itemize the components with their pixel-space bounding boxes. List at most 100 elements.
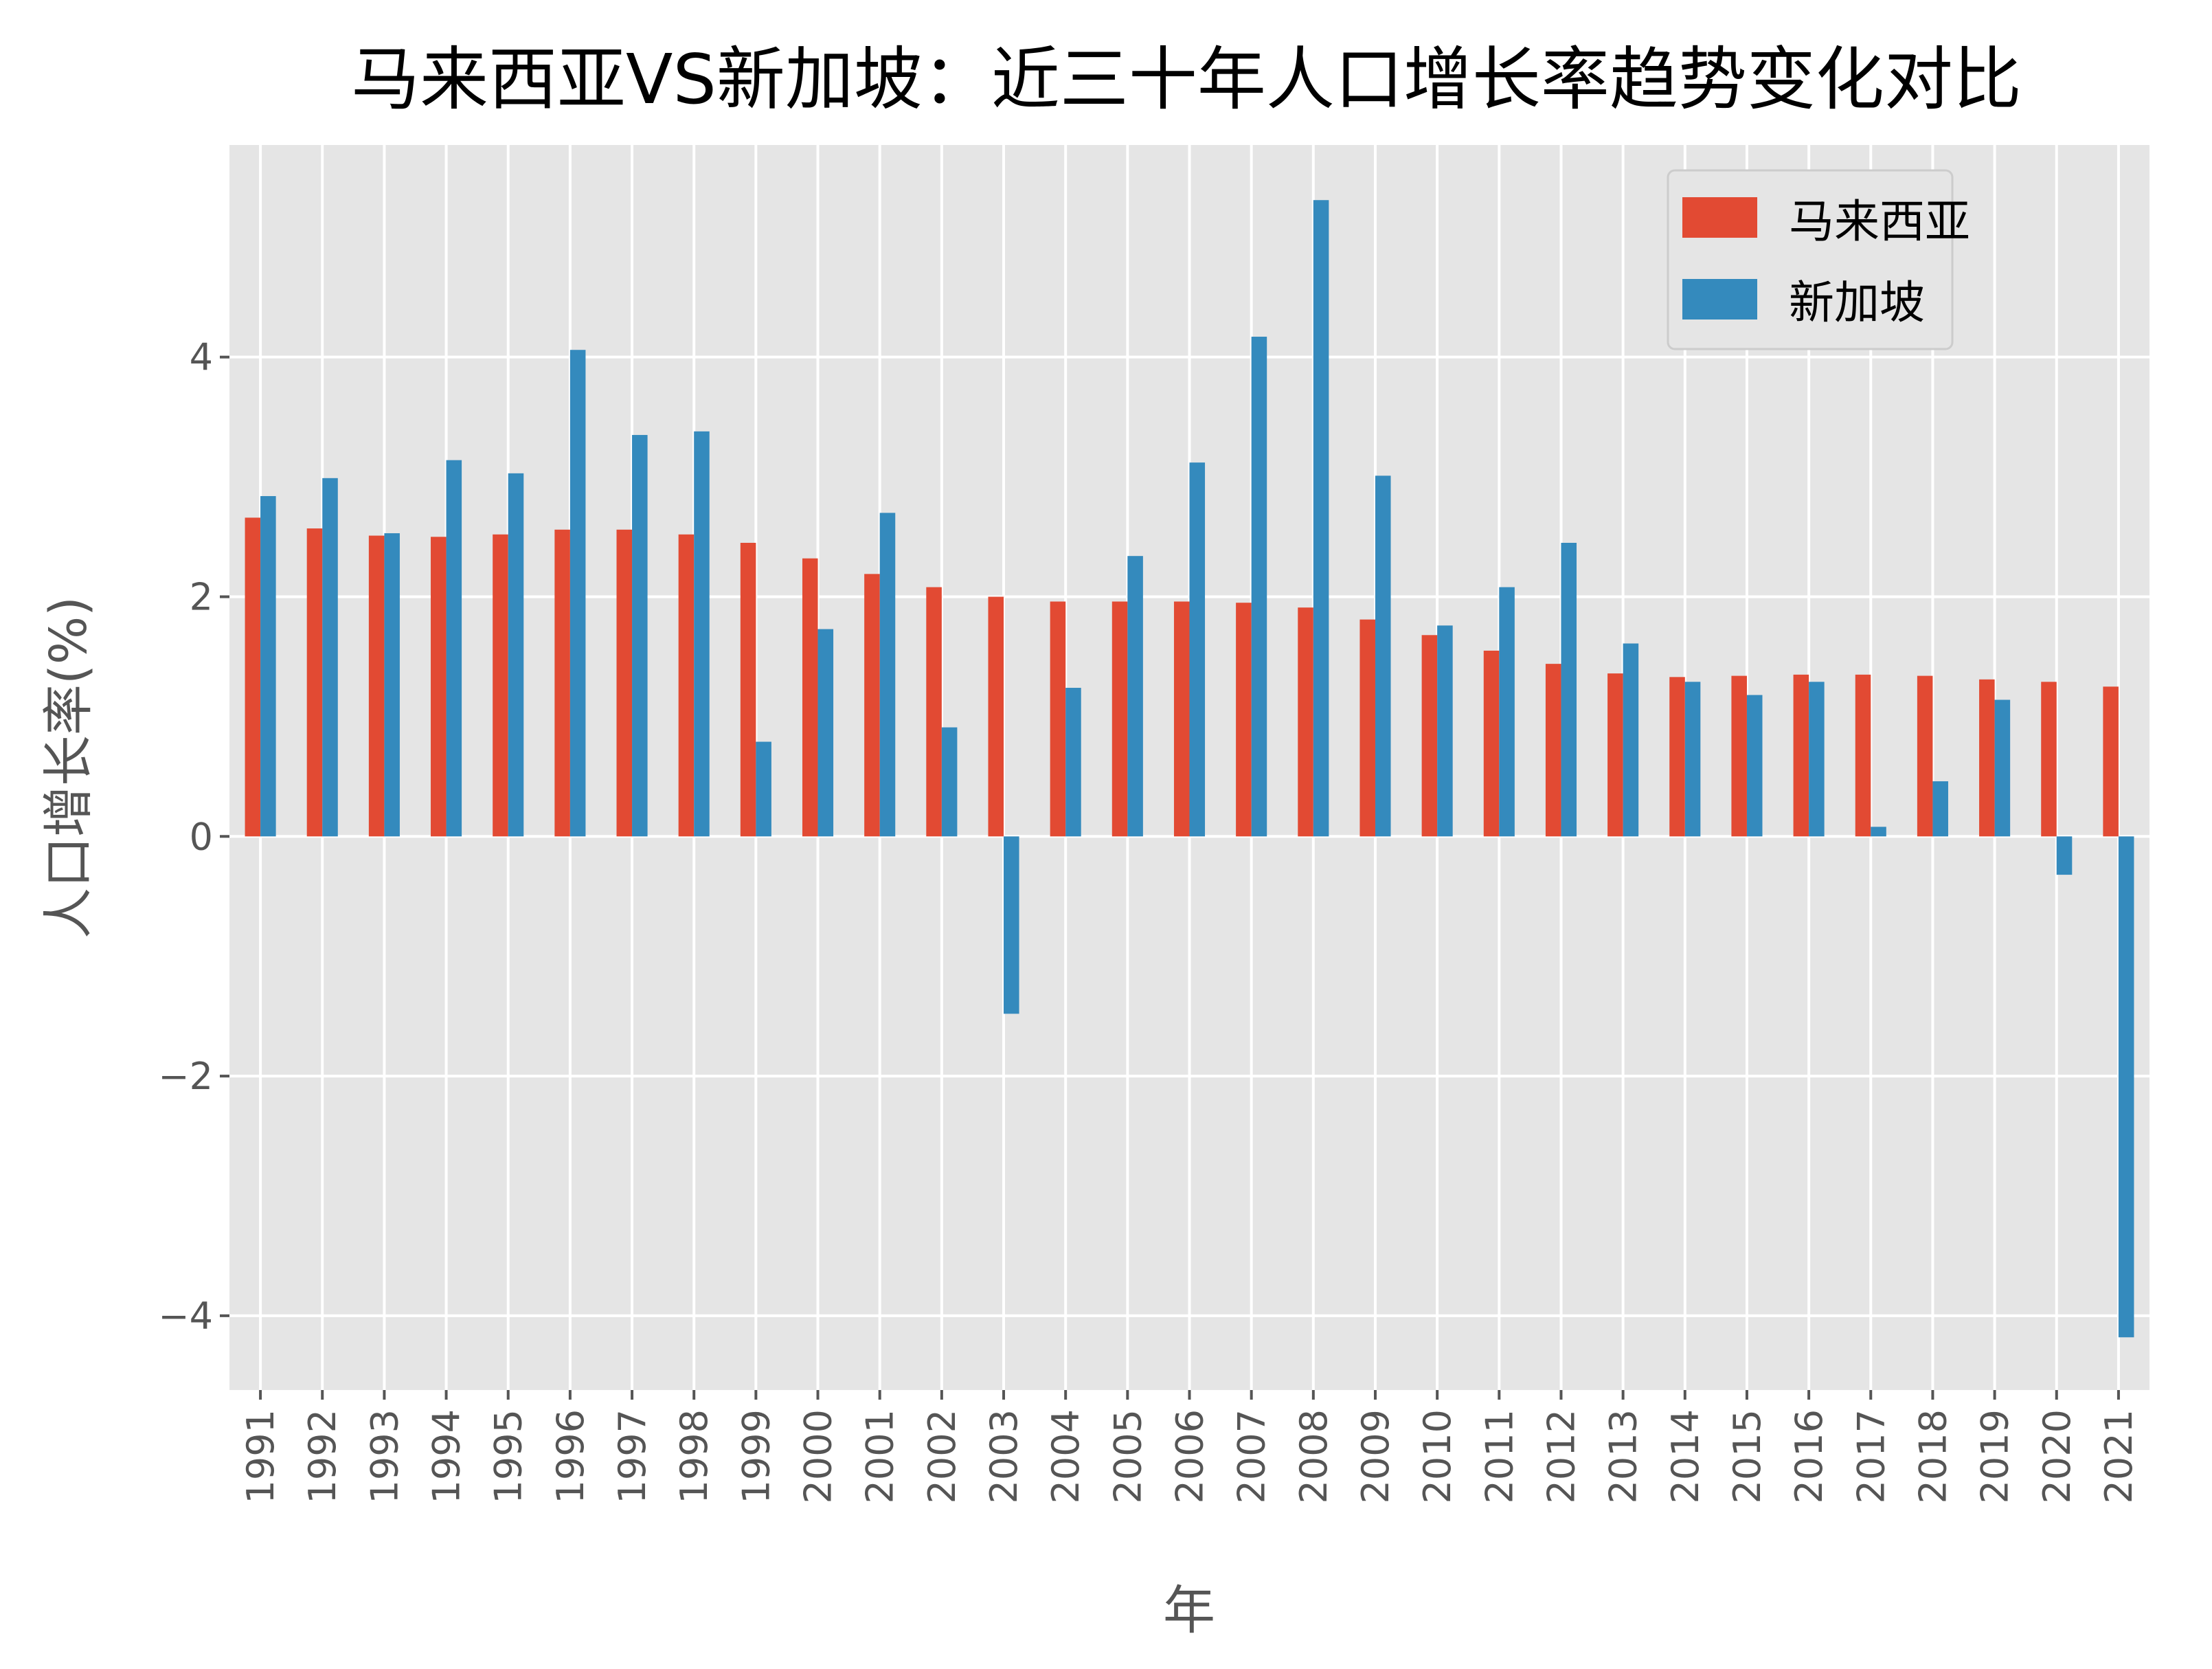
bar-singapore-2003 bbox=[1004, 836, 1019, 1014]
bar-singapore-1992 bbox=[322, 478, 338, 837]
bar-malaysia-2011 bbox=[1483, 650, 1500, 837]
bar-singapore-2018 bbox=[1932, 781, 1948, 837]
bar-singapore-1994 bbox=[446, 460, 462, 837]
bar-singapore-1999 bbox=[756, 741, 771, 837]
bar-singapore-2007 bbox=[1251, 337, 1267, 837]
bar-malaysia-1996 bbox=[554, 529, 570, 837]
x-tick-label: 2012 bbox=[1539, 1409, 1583, 1503]
bar-singapore-2005 bbox=[1127, 556, 1143, 837]
x-tick-label: 2004 bbox=[1044, 1409, 1087, 1503]
y-tick-label: 0 bbox=[190, 815, 213, 858]
bar-malaysia-2009 bbox=[1359, 619, 1375, 837]
bar-singapore-2017 bbox=[1871, 827, 1886, 837]
x-tick-label: 1997 bbox=[611, 1409, 654, 1503]
bar-malaysia-2012 bbox=[1545, 664, 1561, 837]
x-tick-label: 2002 bbox=[921, 1409, 964, 1503]
bar-singapore-2020 bbox=[2056, 836, 2073, 875]
x-tick-label: 2005 bbox=[1106, 1409, 1149, 1503]
bar-malaysia-2016 bbox=[1793, 674, 1809, 837]
y-axis-label: 人口增长率(%) bbox=[39, 596, 98, 939]
bar-singapore-2015 bbox=[1746, 695, 1763, 837]
x-axis-label: 年 bbox=[1163, 1580, 1215, 1641]
bar-singapore-2006 bbox=[1189, 462, 1206, 837]
y-tick-label: −2 bbox=[158, 1055, 213, 1098]
bar-malaysia-2015 bbox=[1731, 675, 1747, 837]
bar-singapore-1997 bbox=[632, 435, 648, 837]
x-tick-label: 2001 bbox=[859, 1409, 902, 1503]
x-tick-label: 2006 bbox=[1169, 1409, 1212, 1503]
bar-singapore-1993 bbox=[384, 533, 400, 837]
x-tick-label: 1999 bbox=[734, 1409, 778, 1503]
bar-malaysia-2008 bbox=[1298, 607, 1313, 837]
bar-singapore-2012 bbox=[1561, 543, 1577, 837]
bar-singapore-1998 bbox=[694, 431, 710, 837]
x-tick-label: 2009 bbox=[1354, 1409, 1397, 1503]
bar-malaysia-2014 bbox=[1669, 677, 1685, 837]
bar-malaysia-1992 bbox=[306, 528, 323, 837]
bar-singapore-1996 bbox=[569, 350, 586, 837]
bar-malaysia-2017 bbox=[1855, 674, 1871, 837]
x-tick-label: 1996 bbox=[549, 1409, 592, 1503]
bar-singapore-2014 bbox=[1684, 682, 1701, 837]
x-tick-label: 2008 bbox=[1292, 1409, 1335, 1503]
bar-singapore-2011 bbox=[1499, 587, 1515, 837]
bar-singapore-2009 bbox=[1375, 475, 1391, 837]
x-tick-label: 2020 bbox=[2035, 1409, 2079, 1503]
x-tick-label: 1991 bbox=[239, 1409, 282, 1503]
bar-singapore-2013 bbox=[1623, 643, 1639, 837]
bar-malaysia-2006 bbox=[1173, 601, 1190, 837]
legend-swatch-malaysia bbox=[1682, 197, 1757, 238]
x-tick-label: 2018 bbox=[1911, 1409, 1954, 1503]
bar-malaysia-1994 bbox=[431, 537, 447, 837]
y-tick-label: −4 bbox=[158, 1295, 213, 1338]
x-tick-label: 1992 bbox=[301, 1409, 344, 1503]
bar-singapore-2001 bbox=[879, 513, 896, 837]
x-tick-label: 2016 bbox=[1787, 1409, 1831, 1503]
bar-malaysia-2002 bbox=[926, 587, 942, 837]
x-tick-label: 2000 bbox=[797, 1409, 840, 1503]
y-tick-label: 4 bbox=[190, 336, 213, 379]
legend-label-malaysia: 马来西亚 bbox=[1789, 195, 1970, 248]
x-tick-label: 1995 bbox=[487, 1409, 530, 1503]
bar-malaysia-1997 bbox=[616, 529, 633, 837]
y-tick-label: 2 bbox=[190, 575, 213, 618]
bar-singapore-2008 bbox=[1313, 200, 1329, 837]
x-tick-label: 2003 bbox=[982, 1409, 1026, 1503]
bar-malaysia-1993 bbox=[368, 535, 385, 837]
bar-malaysia-2003 bbox=[988, 596, 1004, 837]
bar-malaysia-2013 bbox=[1607, 673, 1623, 837]
x-tick-label: 2011 bbox=[1478, 1409, 1521, 1503]
bar-malaysia-2004 bbox=[1050, 601, 1066, 837]
bar-malaysia-2020 bbox=[2041, 682, 2057, 837]
chart-title: 马来西亚VS新加坡：近三十年人口增长率趋势变化对比 bbox=[351, 39, 2022, 120]
bar-singapore-2019 bbox=[1994, 699, 2011, 837]
bar-singapore-1995 bbox=[508, 473, 524, 837]
bar-malaysia-1991 bbox=[245, 517, 261, 837]
bar-malaysia-2001 bbox=[864, 574, 880, 837]
legend: 马来西亚 新加坡 bbox=[1667, 169, 1970, 350]
bar-malaysia-2007 bbox=[1236, 603, 1252, 837]
bar-singapore-1991 bbox=[260, 495, 276, 837]
bar-singapore-2016 bbox=[1809, 682, 1825, 837]
bar-singapore-2010 bbox=[1437, 625, 1453, 837]
x-tick-label: 2021 bbox=[2097, 1409, 2141, 1503]
bar-malaysia-2018 bbox=[1917, 675, 1933, 837]
bar-malaysia-1998 bbox=[678, 534, 695, 837]
x-tick-label: 2014 bbox=[1664, 1409, 1707, 1503]
bar-singapore-2002 bbox=[941, 727, 958, 837]
x-tick-label: 2013 bbox=[1602, 1409, 1645, 1503]
x-tick-label: 1994 bbox=[425, 1409, 469, 1503]
bar-malaysia-1995 bbox=[493, 534, 508, 837]
bar-malaysia-2021 bbox=[2103, 686, 2119, 837]
bar-singapore-2021 bbox=[2118, 836, 2134, 1338]
x-tick-label: 2010 bbox=[1416, 1409, 1459, 1503]
bar-malaysia-2019 bbox=[1979, 679, 1995, 837]
bar-singapore-2004 bbox=[1065, 688, 1081, 837]
x-tick-label: 1993 bbox=[363, 1409, 406, 1503]
x-tick-label: 2007 bbox=[1230, 1409, 1274, 1503]
x-tick-label: 2017 bbox=[1849, 1409, 1893, 1503]
bar-malaysia-2010 bbox=[1421, 635, 1438, 837]
bar-malaysia-2000 bbox=[802, 558, 818, 837]
legend-label-singapore: 新加坡 bbox=[1789, 276, 1925, 329]
